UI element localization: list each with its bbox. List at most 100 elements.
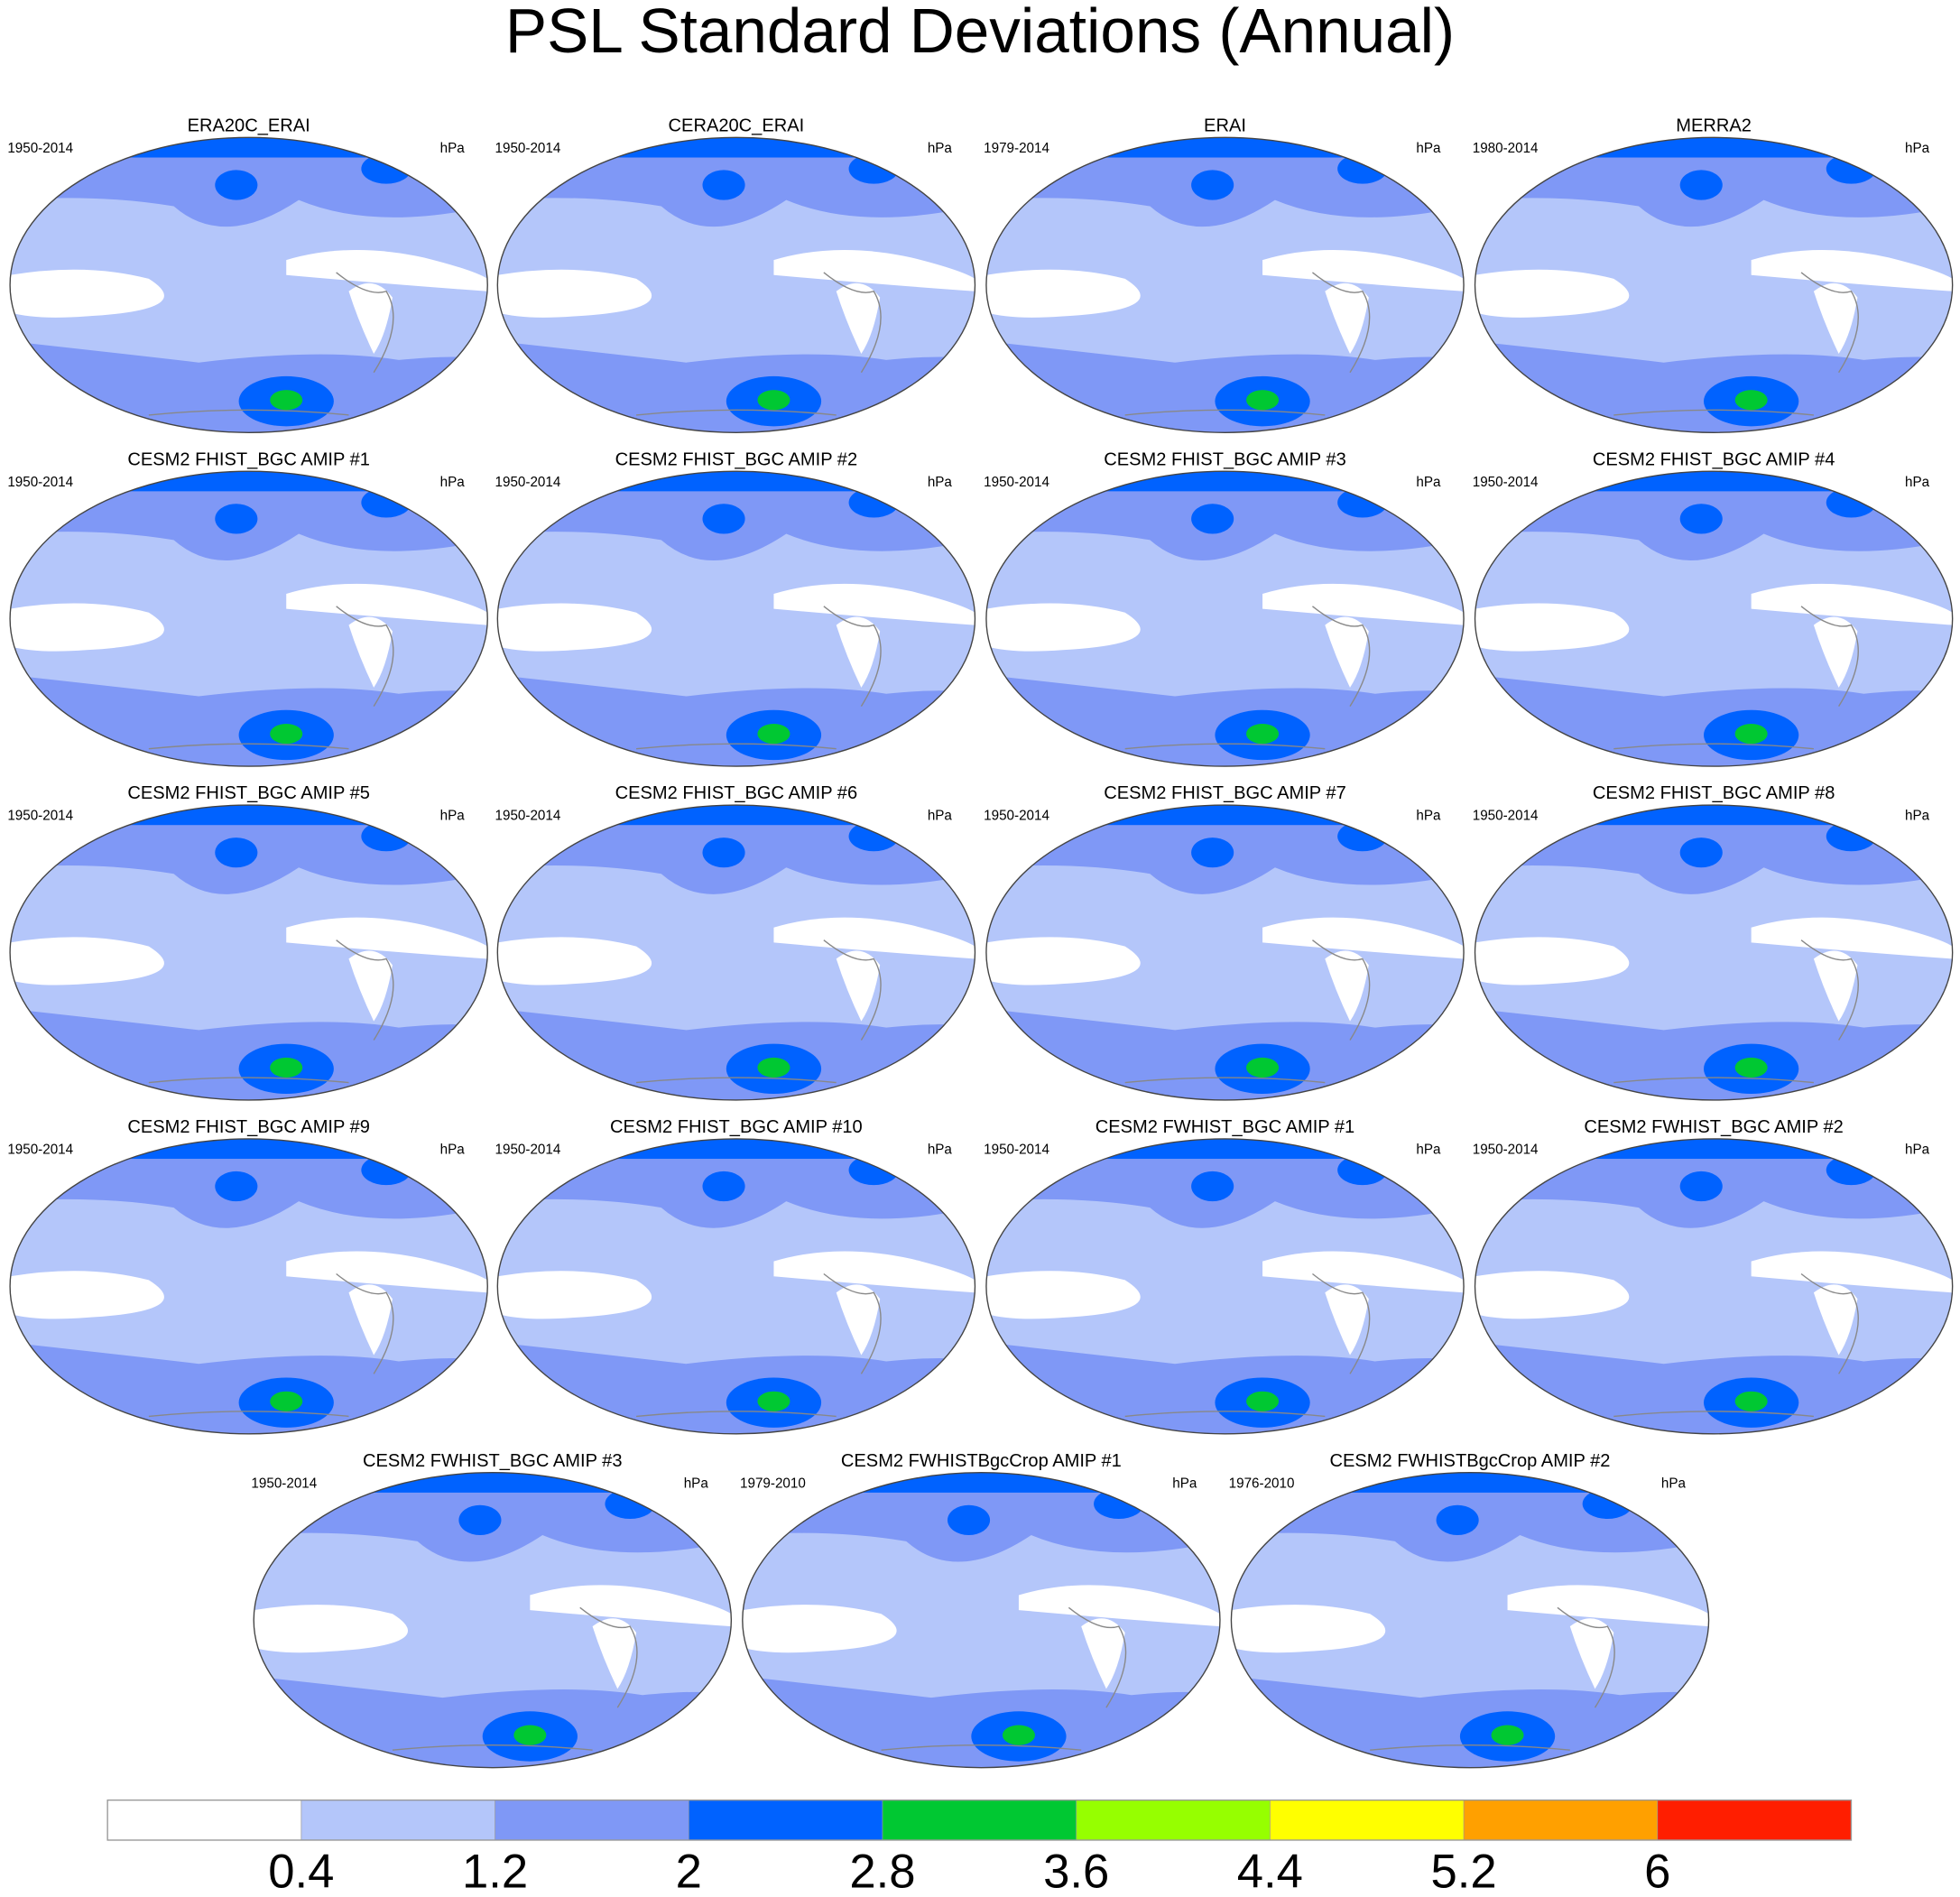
panel-title: CESM2 FWHISTBgcCrop AMIP #1 — [841, 1451, 1122, 1471]
map-panel: CESM2 FHIST_BGC AMIP #8 1950-2014 hPa — [1473, 783, 1954, 1101]
colorbar-label: 4.4 — [1237, 1846, 1303, 1897]
map-panel: CESM2 FHIST_BGC AMIP #1 1950-2014 hPa — [7, 449, 488, 767]
field-tropics — [773, 917, 975, 959]
field-southern-peak — [1491, 1725, 1524, 1745]
field-tropics — [1813, 950, 1858, 1022]
field-tropics — [530, 1585, 732, 1627]
field-natlantic — [1337, 487, 1388, 518]
colorbar-label: 0.4 — [268, 1846, 334, 1897]
map-border — [985, 1138, 1465, 1435]
panel-period: 1950-2014 — [495, 809, 561, 824]
map-field — [497, 137, 975, 433]
panel-title: CESM2 FHIST_BGC AMIP #1 — [127, 449, 370, 469]
coastline — [336, 606, 394, 707]
field-tropics — [1751, 1251, 1953, 1293]
panel-units: hPa — [440, 1143, 466, 1158]
field-southern-peak — [1246, 1391, 1280, 1411]
field-tropics — [348, 1284, 393, 1356]
field-southern-peak — [1734, 1057, 1768, 1078]
field-npacific — [702, 170, 745, 200]
panel-period: 1950-2014 — [495, 1143, 561, 1158]
field-natlantic — [848, 1154, 899, 1186]
field-npacific — [1679, 1171, 1723, 1202]
coastline — [148, 1077, 349, 1084]
field-arctic — [497, 1138, 975, 1160]
coastline — [1312, 272, 1371, 374]
panel-title: CESM2 FHIST_BGC AMIP #9 — [127, 1117, 370, 1137]
field-tropics — [1569, 1618, 1614, 1689]
coastline — [336, 939, 394, 1041]
map-border — [985, 804, 1465, 1101]
map-field — [1475, 137, 1953, 433]
panel-title: MERRA2 — [1676, 116, 1752, 135]
panel-period: 1976-2010 — [1229, 1476, 1295, 1491]
coastline — [1613, 1077, 1814, 1084]
panel-period: 1950-2014 — [984, 475, 1049, 490]
coastline — [336, 1272, 394, 1374]
field-tropics — [742, 1605, 897, 1653]
field-tropics — [985, 603, 1141, 652]
field-tropics — [1813, 282, 1858, 355]
field-southern-peak — [270, 390, 303, 411]
field-southern-peak — [270, 724, 303, 745]
map-panel: CESM2 FWHISTBgcCrop AMIP #2 1976-2010 hPa — [1229, 1451, 1710, 1769]
panel-title: CESM2 FHIST_BGC AMIP #8 — [1593, 783, 1835, 803]
field-southern-peak — [1246, 390, 1280, 411]
map-field — [10, 471, 488, 767]
field-tropics — [497, 269, 652, 318]
field-southern-peak — [1002, 1725, 1035, 1745]
colorbar-swatch — [107, 1800, 301, 1840]
panel-units: hPa — [1661, 1476, 1687, 1491]
field-southern-peak — [757, 724, 790, 745]
map-field — [10, 1138, 488, 1434]
map-field — [10, 137, 488, 433]
colorbar-swatch — [1270, 1800, 1465, 1840]
field-tropics — [773, 583, 975, 625]
field-natlantic — [361, 153, 411, 184]
map-panel: CERA20C_ERAI 1950-2014 hPa — [495, 116, 976, 433]
field-southern-peak — [757, 1391, 790, 1411]
field-southern-peak — [1734, 1391, 1768, 1411]
panel-period: 1950-2014 — [7, 141, 73, 156]
field-tropics — [1231, 1605, 1386, 1653]
map-field — [10, 805, 488, 1100]
panel-units: hPa — [1172, 1476, 1197, 1491]
panel-units: hPa — [928, 475, 953, 490]
field-tropics — [1813, 1284, 1858, 1356]
field-tropics — [1325, 616, 1369, 688]
coastline — [1613, 409, 1814, 416]
field-arctic — [985, 805, 1465, 826]
map-field — [1475, 471, 1953, 767]
colorbar-label: 6 — [1644, 1846, 1670, 1897]
field-southern-peak — [1734, 724, 1768, 745]
field-tropics — [1325, 1284, 1369, 1356]
panel-units: hPa — [1416, 141, 1441, 156]
coastline — [823, 272, 882, 374]
field-npacific — [1679, 504, 1723, 534]
field-natlantic — [848, 821, 899, 852]
field-tropics — [985, 937, 1141, 986]
field-natlantic — [1582, 1488, 1633, 1519]
field-natlantic — [361, 487, 411, 518]
field-npacific — [947, 1504, 991, 1535]
map-panel: ERA20C_ERAI 1950-2014 hPa — [7, 116, 488, 433]
field-natlantic — [361, 821, 411, 852]
field-natlantic — [1337, 821, 1388, 852]
coastline — [1800, 606, 1859, 707]
field-southern-peak — [1246, 1057, 1280, 1078]
coastline — [579, 1606, 638, 1708]
map-border — [496, 804, 976, 1101]
map-field — [985, 137, 1465, 433]
map-panel: CESM2 FHIST_BGC AMIP #10 1950-2014 hPa — [495, 1117, 976, 1435]
coastline — [1370, 1744, 1570, 1751]
map-panel: CESM2 FHIST_BGC AMIP #9 1950-2014 hPa — [7, 1117, 488, 1435]
field-arctic — [10, 1138, 488, 1160]
panel-units: hPa — [684, 1476, 709, 1491]
field-arctic — [1231, 1472, 1709, 1493]
coastline — [148, 409, 349, 416]
field-tropics — [1751, 917, 1953, 959]
panel-period: 1950-2014 — [7, 475, 73, 490]
field-arctic — [1475, 471, 1953, 492]
field-natlantic — [1337, 1154, 1388, 1186]
